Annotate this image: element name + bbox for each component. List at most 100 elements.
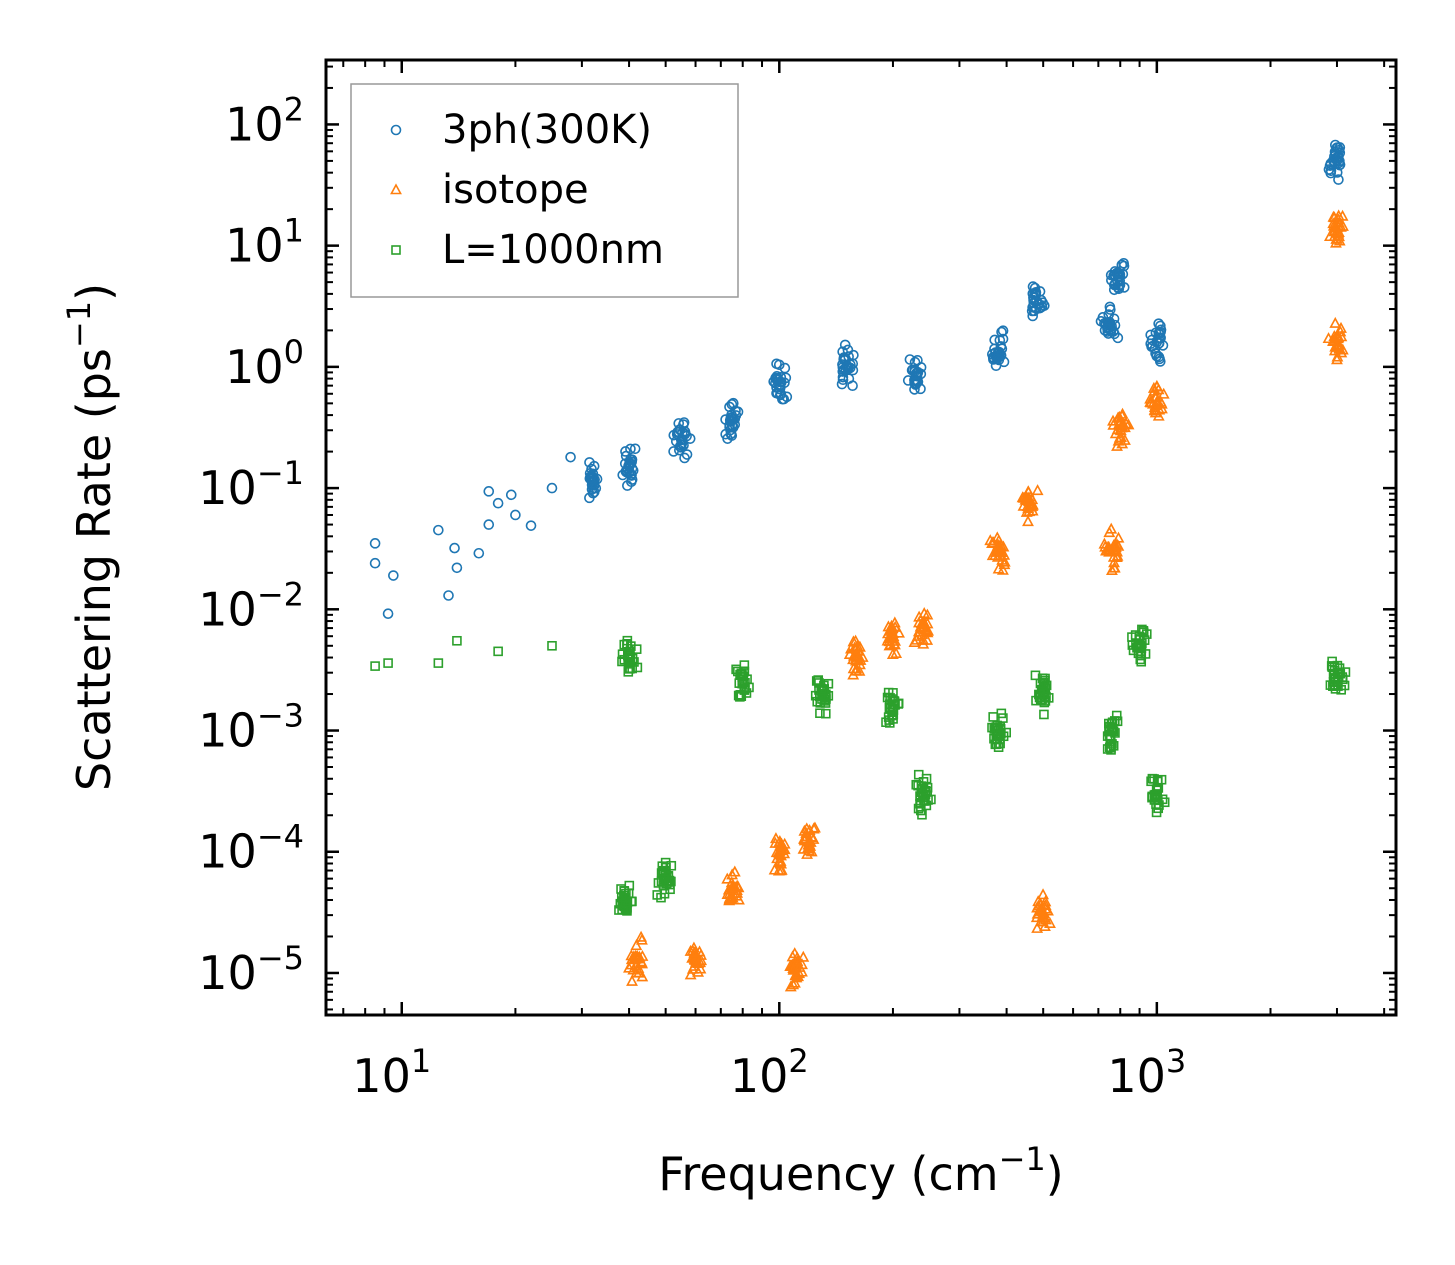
data-point (1035, 678, 1046, 689)
data-point (630, 939, 643, 951)
data-point (625, 953, 638, 965)
data-point (1109, 328, 1120, 340)
data-point (627, 465, 639, 476)
data-point (727, 887, 739, 899)
data-point (492, 497, 504, 509)
data-point (836, 378, 848, 390)
data-point (1022, 515, 1034, 527)
data-point (1335, 346, 1348, 358)
data-point (629, 443, 641, 455)
data-point (1031, 901, 1043, 913)
x-tick-labels: 101 102 103 (352, 1042, 1186, 1103)
data-point (619, 886, 629, 896)
data-point (483, 519, 495, 530)
data-point (1111, 710, 1122, 721)
data-point (546, 482, 558, 494)
legend-marker-circle (390, 124, 402, 136)
data-point (584, 492, 595, 504)
plot-frame (324, 58, 1398, 1017)
data-point (1155, 324, 1167, 336)
data-point (791, 955, 804, 967)
x-axis-label-close: ) (1046, 1147, 1064, 1201)
data-point (1107, 550, 1120, 562)
data-point (994, 347, 1005, 358)
data-point (988, 712, 998, 722)
data-point (987, 536, 1000, 548)
data-point (885, 632, 897, 644)
data-point (997, 325, 1009, 336)
data-point (1107, 418, 1120, 430)
data-point (1325, 167, 1337, 179)
data-point (991, 550, 1004, 562)
data-point (1336, 685, 1346, 695)
data-point (998, 713, 1008, 723)
data-point (565, 451, 576, 463)
data-point (510, 509, 521, 521)
data-point (632, 662, 643, 673)
data-point (679, 452, 690, 464)
data-point (726, 430, 738, 441)
data-point (473, 547, 485, 559)
data-point (1153, 803, 1164, 814)
axis-ticks (326, 60, 1396, 1015)
data-point (1147, 381, 1160, 393)
y-tick-labels: 10−5 10−4 10−3 10−2 10−1 100 101 102 (198, 90, 304, 1000)
data-point (729, 881, 742, 893)
data-point (1114, 424, 1127, 436)
data-point (737, 670, 747, 680)
data-point (635, 930, 648, 942)
data-point (805, 831, 818, 843)
data-point (888, 709, 899, 720)
data-point (721, 872, 734, 884)
data-point (1332, 209, 1345, 221)
data-point (1149, 404, 1161, 416)
data-point (369, 557, 381, 569)
data-point (1017, 499, 1030, 511)
data-point (989, 334, 1000, 346)
data-point (1035, 689, 1046, 700)
x-tick-label: 102 (730, 1042, 809, 1103)
data-point (771, 358, 782, 370)
data-point (921, 800, 932, 811)
x-tick-label: 103 (1107, 1042, 1186, 1103)
data-point (547, 640, 557, 651)
data-point (779, 362, 791, 374)
data-point (1137, 624, 1147, 635)
data-point (769, 832, 782, 844)
data-point (1333, 338, 1346, 350)
data-point (917, 616, 929, 628)
data-point (588, 460, 600, 472)
data-point (1146, 776, 1156, 787)
x-axis-label-exponent: −1 (999, 1140, 1046, 1178)
data-point (614, 905, 624, 915)
data-point (452, 635, 462, 646)
data-point (1026, 305, 1038, 317)
data-point (674, 441, 686, 452)
data-point (1025, 500, 1037, 512)
data-point (1114, 275, 1126, 286)
data-point (909, 366, 920, 377)
data-point (369, 538, 381, 549)
data-point (525, 520, 537, 531)
data-point (1322, 332, 1335, 344)
data-point (819, 680, 829, 691)
data-point (1116, 437, 1129, 449)
data-point (798, 833, 811, 845)
data-point (433, 658, 444, 668)
x-tick-label: 101 (352, 1042, 431, 1103)
data-point (1036, 301, 1048, 313)
data-point (1331, 353, 1343, 365)
data-point (1135, 654, 1146, 665)
y-tick-label: 10−4 (198, 818, 304, 879)
data-point (1098, 537, 1111, 549)
data-point (1029, 287, 1040, 299)
data-point (1108, 741, 1119, 751)
data-point (1327, 155, 1339, 166)
data-points (369, 139, 1351, 992)
data-point (1329, 316, 1342, 328)
data-point (632, 961, 645, 973)
data-point (1031, 484, 1044, 496)
data-point (1340, 667, 1351, 677)
data-point (1030, 286, 1042, 298)
data-point (623, 961, 635, 973)
